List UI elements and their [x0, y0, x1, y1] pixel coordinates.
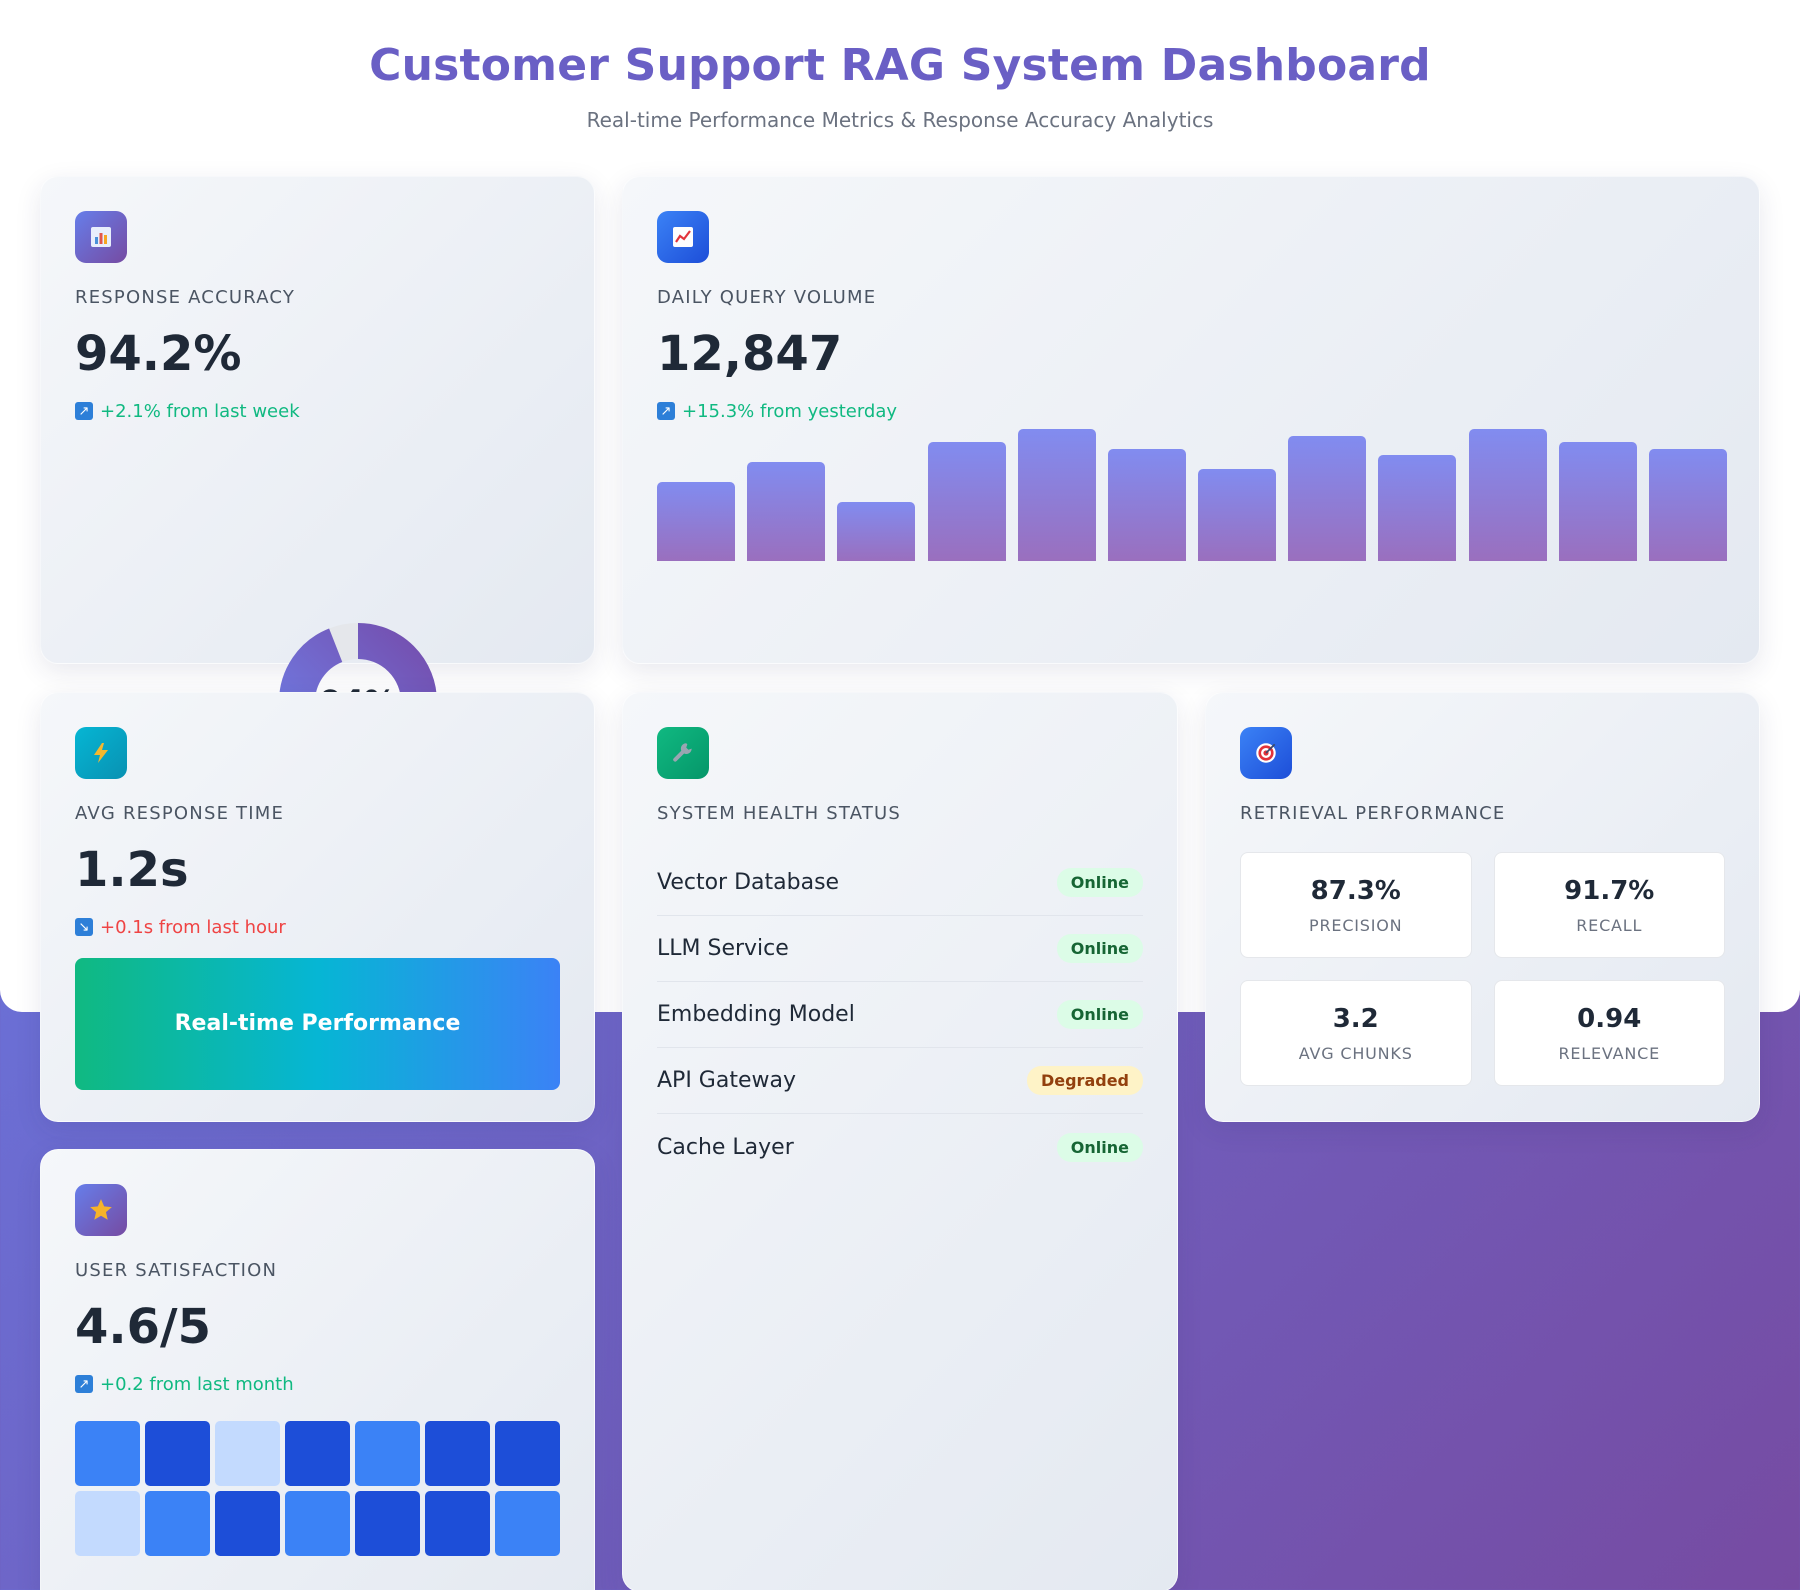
query-volume-bar — [1017, 429, 1096, 561]
heatmap-cell — [425, 1490, 490, 1556]
metric-change-text: +15.3% from yesterday — [682, 400, 898, 422]
service-name: Cache Layer — [657, 1134, 794, 1160]
service-name: Embedding Model — [657, 1002, 855, 1027]
response-accuracy-card: RESPONSE ACCURACY 94.2% ↗ +2.1% from las… — [40, 176, 595, 781]
query-volume-bar — [1468, 429, 1547, 561]
query-volume-bar — [1648, 448, 1727, 561]
target-icon — [1240, 727, 1292, 779]
query-volume-bar — [747, 462, 826, 561]
realtime-performance-banner: Real-time Performance — [75, 957, 560, 1090]
query-volume-bar — [1558, 442, 1637, 561]
satisfaction-heatmap — [75, 1420, 560, 1556]
health-list: Vector Database Online LLM Service Onlin… — [657, 850, 1143, 1180]
metric-value: 4.6/5 — [75, 1299, 211, 1355]
service-name: API Gateway — [657, 1068, 796, 1093]
metric-change: ↗ +0.2 from last month — [75, 1374, 560, 1395]
avg-chunks-metric: 3.2 AVG CHUNKS — [1240, 980, 1472, 1086]
heatmap-cell — [145, 1490, 210, 1556]
heatmap-cell — [355, 1490, 420, 1556]
query-volume-bars — [657, 421, 1727, 561]
health-row: API Gateway Degraded — [657, 1048, 1143, 1114]
metric-change: ↗ +2.1% from last week — [75, 401, 560, 422]
page-subtitle: Real-time Performance Metrics & Response… — [586, 108, 1214, 132]
metric-change-text: +2.1% from last week — [100, 400, 300, 422]
retrieval-metric-value: 0.94 — [1577, 1003, 1642, 1034]
trend-up-icon: ↗ — [657, 402, 675, 421]
metric-change-text: +0.2 from last month — [100, 1373, 294, 1395]
user-satisfaction-card: USER SATISFACTION 4.6/5 ↗ +0.2 from last… — [40, 1149, 595, 1590]
status-badge: Degraded — [1026, 1066, 1143, 1095]
relevance-metric: 0.94 RELEVANCE — [1493, 980, 1725, 1086]
retrieval-metric-value: 87.3% — [1310, 875, 1401, 906]
metric-label: USER SATISFACTION — [75, 1260, 278, 1281]
query-volume-bar — [837, 501, 916, 561]
query-volume-bar — [1378, 455, 1457, 561]
status-badge: Online — [1056, 1132, 1143, 1162]
heatmap-cell — [425, 1420, 490, 1486]
service-name: Vector Database — [657, 870, 840, 895]
heatmap-cell — [285, 1490, 350, 1556]
trending-chart-icon — [657, 211, 709, 263]
bar-chart-icon — [75, 211, 127, 263]
retrieval-metric-label: RELEVANCE — [1558, 1043, 1661, 1063]
star-icon — [75, 1184, 127, 1236]
system-health-card: SYSTEM HEALTH STATUS Vector Database Onl… — [622, 692, 1178, 1590]
heatmap-cell — [495, 1490, 560, 1556]
status-badge: Online — [1056, 1000, 1143, 1029]
health-row: Embedding Model Online — [657, 982, 1143, 1048]
query-volume-card: DAILY QUERY VOLUME 12,847 ↗ +15.3% from … — [622, 176, 1760, 664]
page-title: Customer Support RAG System Dashboard — [369, 40, 1431, 91]
metric-label: RETRIEVAL PERFORMANCE — [1240, 803, 1506, 824]
response-time-card: AVG RESPONSE TIME 1.2s ↘ +0.1s from last… — [40, 692, 595, 1122]
precision-metric: 87.3% PRECISION — [1240, 852, 1472, 958]
heatmap-cell — [145, 1420, 210, 1486]
heatmap-cell — [215, 1420, 280, 1486]
heatmap-cell — [495, 1420, 560, 1486]
metric-label: RESPONSE ACCURACY — [75, 287, 296, 308]
metric-change: ↘ +0.1s from last hour — [75, 917, 560, 938]
service-name: LLM Service — [657, 936, 789, 961]
query-volume-bar — [1198, 468, 1277, 561]
health-row: LLM Service Online — [657, 916, 1143, 982]
retrieval-metric-label: PRECISION — [1309, 915, 1403, 935]
metric-label: SYSTEM HEALTH STATUS — [657, 803, 902, 824]
retrieval-metric-label: AVG CHUNKS — [1298, 1043, 1413, 1063]
retrieval-metric-value: 3.2 — [1332, 1003, 1379, 1034]
metric-label: AVG RESPONSE TIME — [75, 803, 285, 824]
retrieval-metric-value: 91.7% — [1564, 875, 1655, 906]
query-volume-bar — [1107, 448, 1186, 561]
query-volume-bar — [1288, 435, 1367, 561]
heatmap-cell — [75, 1420, 140, 1486]
heatmap-cell — [75, 1490, 140, 1556]
metric-value: 1.2s — [75, 842, 189, 898]
trend-down-icon: ↘ — [75, 918, 93, 937]
metric-change: ↗ +15.3% from yesterday — [657, 401, 1725, 422]
lightning-icon — [75, 727, 127, 779]
retrieval-performance-card: RETRIEVAL PERFORMANCE 87.3% PRECISION 91… — [1205, 692, 1760, 1122]
health-row: Cache Layer Online — [657, 1114, 1143, 1180]
heatmap-cell — [215, 1490, 280, 1556]
retrieval-metric-label: RECALL — [1576, 915, 1643, 935]
trend-up-icon: ↗ — [75, 1375, 93, 1394]
recall-metric: 91.7% RECALL — [1493, 852, 1725, 958]
metric-value: 12,847 — [657, 326, 843, 382]
trend-up-icon: ↗ — [75, 402, 93, 421]
query-volume-bar — [927, 442, 1006, 561]
query-volume-bar — [657, 481, 736, 561]
wrench-icon — [657, 727, 709, 779]
heatmap-cell — [355, 1420, 420, 1486]
retrieval-metrics-grid: 87.3% PRECISION 91.7% RECALL 3.2 AVG CHU… — [1240, 852, 1725, 1086]
heatmap-cell — [285, 1420, 350, 1486]
status-badge: Online — [1056, 934, 1143, 963]
metric-value: 94.2% — [75, 326, 242, 382]
status-badge: Online — [1056, 868, 1143, 897]
health-row: Vector Database Online — [657, 850, 1143, 916]
metric-change-text: +0.1s from last hour — [100, 916, 286, 938]
metric-label: DAILY QUERY VOLUME — [657, 287, 877, 308]
